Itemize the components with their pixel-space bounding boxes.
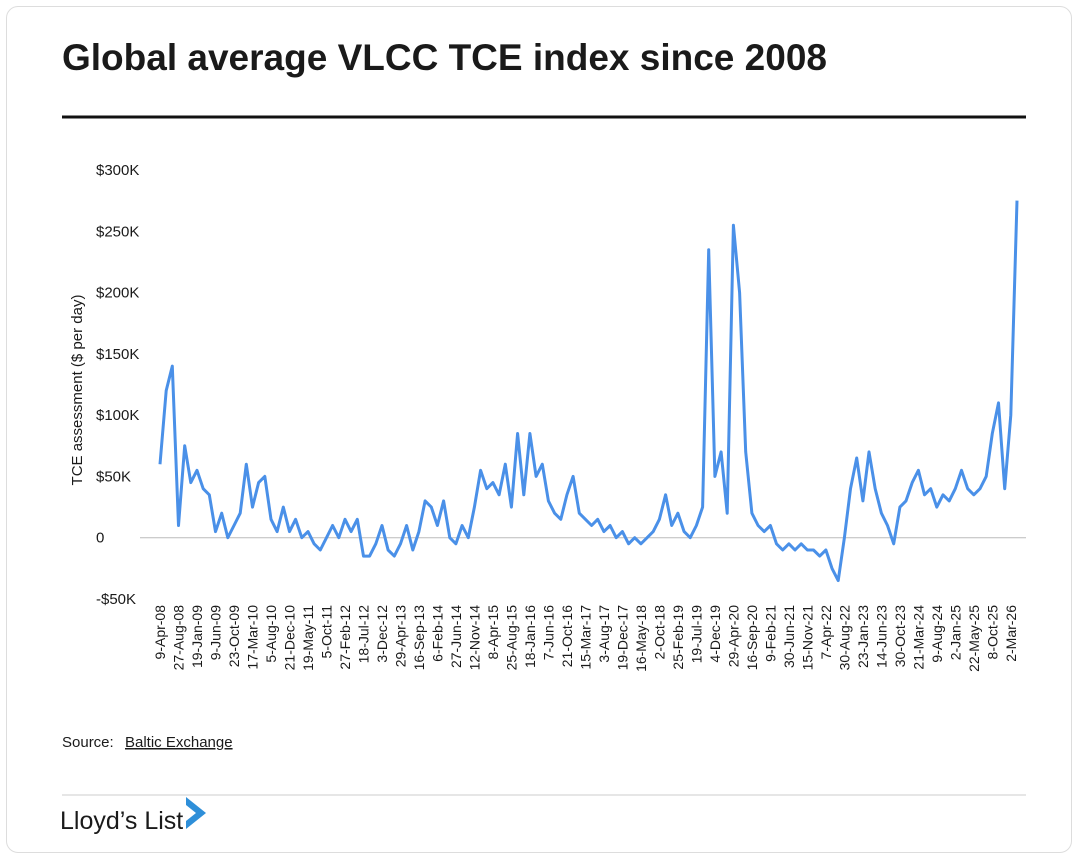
x-tick-label: 3-Aug-17 <box>596 605 612 663</box>
x-tick-label: 18-Jan-16 <box>522 605 538 668</box>
x-tick-label: 21-Oct-16 <box>559 605 575 667</box>
x-tick-label: 19-May-11 <box>300 605 316 671</box>
x-tick-label: 21-Mar-24 <box>910 605 926 670</box>
x-tick-label: 29-Apr-13 <box>392 605 408 667</box>
x-tick-label: 19-Jan-09 <box>189 605 205 668</box>
x-tick-label: 2-Jan-25 <box>947 605 963 660</box>
x-tick-label: 27-Feb-12 <box>337 605 353 670</box>
x-tick-label: 6-Feb-14 <box>429 605 445 662</box>
chart-title: Global average VLCC TCE index since 2008 <box>62 37 827 78</box>
x-tick-label: 19-Jul-19 <box>688 605 704 664</box>
x-tick-label: 12-Nov-14 <box>466 605 482 671</box>
x-tick-label: 5-Aug-10 <box>263 605 279 663</box>
y-tick-label: $250K <box>96 223 139 240</box>
x-tick-label: 17-Mar-10 <box>244 605 260 670</box>
y-tick-label: $300K <box>96 162 139 179</box>
x-tick-label: 8-Oct-25 <box>984 605 1000 660</box>
y-axis-label: TCE assessment ($ per day) <box>69 295 86 486</box>
x-tick-label: 7-Jun-16 <box>540 605 556 660</box>
x-tick-label: 22-May-25 <box>966 605 982 672</box>
y-tick-label: 0 <box>96 530 104 547</box>
x-tick-label: 18-Jul-12 <box>355 605 371 664</box>
x-tick-label: 14-Jun-23 <box>873 605 889 668</box>
x-tick-label: 25-Aug-15 <box>503 605 519 671</box>
x-tick-label: 2-Mar-26 <box>1003 605 1019 662</box>
x-tick-label: 19-Dec-17 <box>614 605 630 671</box>
x-tick-label: 23-Oct-09 <box>226 605 242 667</box>
x-tick-label: 16-May-18 <box>633 605 649 672</box>
source-label: Source: <box>62 734 114 751</box>
x-tick-label: 15-Mar-17 <box>577 605 593 670</box>
y-tick-label: $150K <box>96 346 139 363</box>
x-tick-label: 29-Apr-20 <box>725 605 741 667</box>
x-tick-label: 9-Aug-24 <box>929 605 945 663</box>
x-tick-label: 27-Jun-14 <box>448 605 464 668</box>
data-line <box>158 200 1019 583</box>
source-link[interactable]: Baltic Exchange <box>125 734 233 751</box>
x-tick-label: 23-Jan-23 <box>855 605 871 668</box>
x-tick-label: 27-Aug-08 <box>170 605 186 671</box>
brand: Lloyd’s List <box>60 807 183 835</box>
x-tick-label: 30-Oct-23 <box>892 605 908 667</box>
y-tick-label: -$50K <box>96 591 136 608</box>
x-tick-label: 4-Dec-19 <box>707 605 723 663</box>
x-tick-label: 7-Apr-22 <box>818 605 834 660</box>
x-tick-label: 2-Oct-18 <box>651 605 667 660</box>
x-tick-label: 9-Jun-09 <box>207 605 223 660</box>
x-tick-label: 15-Nov-21 <box>799 605 815 671</box>
x-tick-label: 8-Apr-15 <box>485 605 501 660</box>
x-tick-label: 21-Dec-10 <box>281 605 297 671</box>
x-tick-label: 5-Oct-11 <box>318 605 334 659</box>
x-tick-label: 25-Feb-19 <box>670 605 686 670</box>
x-tick-label: 16-Sep-20 <box>744 605 760 671</box>
y-tick-label: $100K <box>96 407 139 424</box>
brand-icon <box>186 797 206 829</box>
x-tick-label: 9-Apr-08 <box>152 605 168 660</box>
x-tick-label: 30-Jun-21 <box>781 605 797 668</box>
x-tick-label: 3-Dec-12 <box>374 605 390 663</box>
y-tick-label: $50K <box>96 468 131 485</box>
y-tick-label: $200K <box>96 285 139 302</box>
card <box>6 6 1072 853</box>
x-tick-label: 9-Feb-21 <box>762 605 778 662</box>
x-tick-label: 16-Sep-13 <box>411 605 427 671</box>
x-tick-label: 30-Aug-22 <box>836 605 852 671</box>
